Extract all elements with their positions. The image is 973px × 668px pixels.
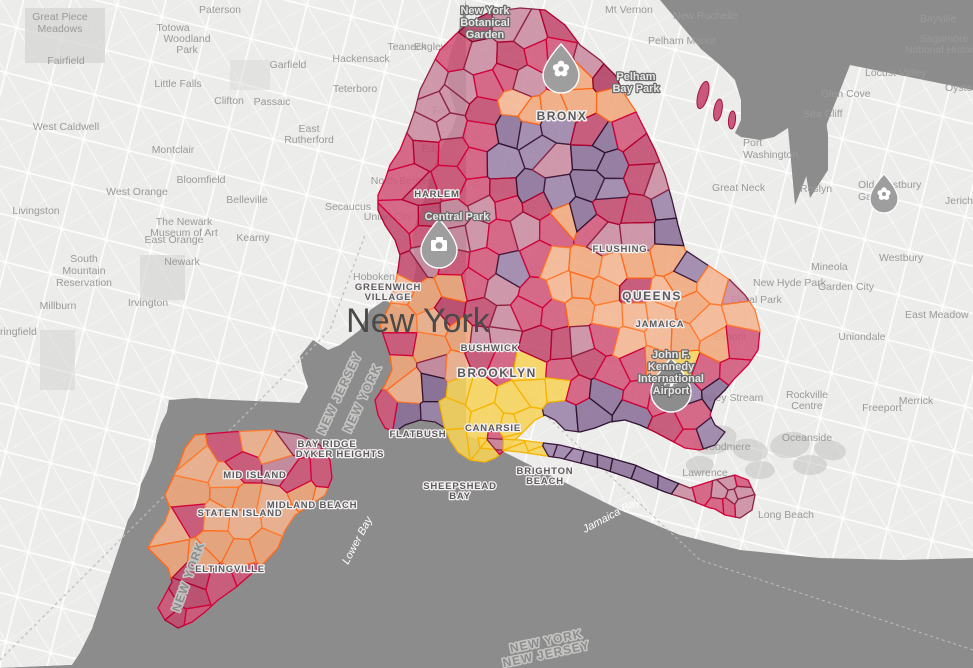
svg-text:BROOKLYN: BROOKLYN (457, 366, 537, 380)
svg-text:FLATBUSH: FLATBUSH (390, 429, 447, 440)
svg-text:FLUSHING: FLUSHING (593, 244, 648, 255)
svg-text:New York: New York (460, 5, 510, 17)
svg-text:QUEENS: QUEENS (622, 289, 682, 303)
svg-text:ELTINGVILLE: ELTINGVILLE (195, 564, 265, 575)
svg-text:Pelham: Pelham (616, 71, 655, 83)
svg-text:Bay Park: Bay Park (612, 83, 660, 95)
svg-text:International: International (638, 373, 704, 385)
svg-text:JAMAICA: JAMAICA (636, 319, 685, 330)
svg-text:VILLAGE: VILLAGE (365, 292, 412, 303)
svg-text:DYKER HEIGHTS: DYKER HEIGHTS (296, 449, 385, 460)
svg-text:Central Park: Central Park (425, 211, 491, 223)
svg-text:Kennedy: Kennedy (648, 361, 695, 373)
svg-text:Airport: Airport (653, 385, 690, 397)
svg-text:John F.: John F. (652, 349, 690, 361)
svg-text:New York: New York (346, 302, 491, 340)
svg-text:HARLEM: HARLEM (414, 189, 459, 200)
svg-text:BRONX: BRONX (537, 109, 588, 123)
svg-text:MID ISLAND: MID ISLAND (223, 470, 286, 481)
svg-text:Botanical: Botanical (460, 17, 510, 29)
svg-text:BAY: BAY (449, 491, 471, 502)
svg-text:Garden: Garden (466, 29, 505, 41)
svg-text:BEACH: BEACH (526, 476, 564, 487)
svg-text:MIDLAND BEACH: MIDLAND BEACH (267, 500, 358, 511)
svg-text:CANARSIE: CANARSIE (465, 423, 521, 434)
svg-text:BUSHWICK: BUSHWICK (461, 343, 520, 354)
